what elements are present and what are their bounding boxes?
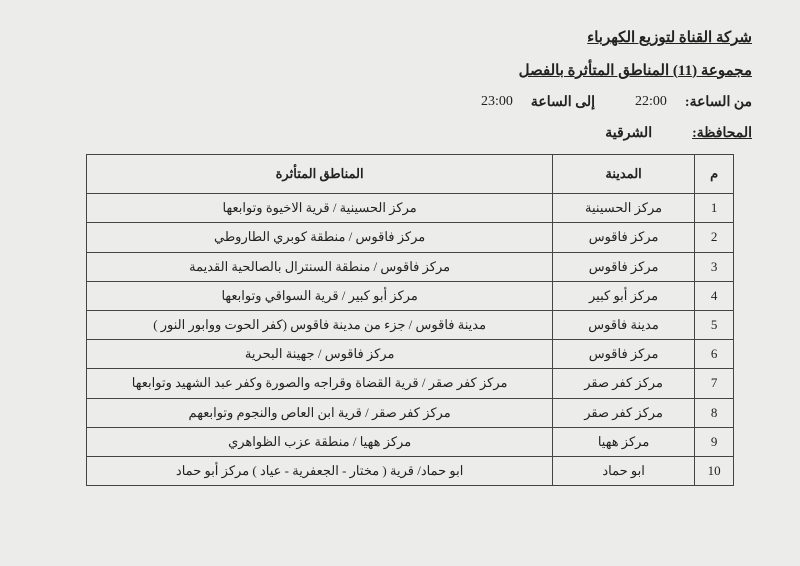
time-row: من الساعة: 22:00 إلى الساعة 23:00 bbox=[48, 94, 752, 111]
table-row: 2مركز فاقوسمركز فاقوس / منطقة كوبري الطا… bbox=[87, 223, 734, 252]
cell-city: مدينة فاقوس bbox=[552, 310, 694, 339]
company-name: شركة القناة لتوزيع الكهرباء bbox=[48, 28, 752, 47]
from-label: من الساعة: bbox=[685, 94, 752, 111]
table-row: 3مركز فاقوسمركز فاقوس / منطقة السنترال ب… bbox=[87, 252, 734, 281]
table-row: 4مركز أبو كبيرمركز أبو كبير / قرية السوا… bbox=[87, 281, 734, 310]
table-row: 1مركز الحسينيةمركز الحسينية / قرية الاخي… bbox=[87, 194, 734, 223]
cell-index: 1 bbox=[695, 194, 734, 223]
cell-city: مركز ههيا bbox=[552, 427, 694, 456]
cell-areas: مركز فاقوس / جهينة البحرية bbox=[87, 340, 553, 369]
cell-areas: مركز كفر صقر / قرية ابن العاص والنجوم وت… bbox=[87, 398, 553, 427]
cell-areas: مركز فاقوس / منطقة كوبري الطاروطي bbox=[87, 223, 553, 252]
header-city: المدينة bbox=[552, 155, 694, 194]
cell-city: مركز كفر صقر bbox=[552, 398, 694, 427]
cell-areas: مركز فاقوس / منطقة السنترال بالصالحية ال… bbox=[87, 252, 553, 281]
cell-index: 9 bbox=[695, 427, 734, 456]
header-areas: المناطق المتأثرة bbox=[87, 155, 553, 194]
header-index: م bbox=[695, 155, 734, 194]
time-to: إلى الساعة 23:00 bbox=[481, 94, 595, 111]
cell-city: مركز فاقوس bbox=[552, 340, 694, 369]
cell-areas: مركز الحسينية / قرية الاخيوة وتوابعها bbox=[87, 194, 553, 223]
cell-index: 5 bbox=[695, 310, 734, 339]
cell-areas: مدينة فاقوس / جزء من مدينة فاقوس (كفر ال… bbox=[87, 310, 553, 339]
table-row: 7مركز كفر صقرمركز كفر صقر / قرية القضاة … bbox=[87, 369, 734, 398]
cell-city: مركز فاقوس bbox=[552, 252, 694, 281]
cell-areas: مركز ههيا / منطقة عزب الظواهري bbox=[87, 427, 553, 456]
governorate-row: المحافظة: الشرقية bbox=[48, 125, 752, 142]
cell-index: 10 bbox=[695, 456, 734, 485]
cell-index: 3 bbox=[695, 252, 734, 281]
cell-city: ابو حماد bbox=[552, 456, 694, 485]
cell-city: مركز أبو كبير bbox=[552, 281, 694, 310]
cell-city: مركز كفر صقر bbox=[552, 369, 694, 398]
cell-index: 6 bbox=[695, 340, 734, 369]
from-value: 22:00 bbox=[635, 94, 667, 111]
to-label: إلى الساعة bbox=[531, 94, 595, 111]
table-row: 9مركز ههيامركز ههيا / منطقة عزب الظواهري bbox=[87, 427, 734, 456]
cell-city: مركز الحسينية bbox=[552, 194, 694, 223]
cell-index: 7 bbox=[695, 369, 734, 398]
cell-areas: مركز كفر صقر / قرية القضاة وقراجه والصور… bbox=[87, 369, 553, 398]
cell-areas: مركز أبو كبير / قرية السواقي وتوابعها bbox=[87, 281, 553, 310]
table-row: 10ابو حمادابو حماد/ قرية ( مختار - الجعف… bbox=[87, 456, 734, 485]
to-value: 23:00 bbox=[481, 94, 513, 111]
time-from: من الساعة: 22:00 bbox=[635, 94, 752, 111]
cell-index: 8 bbox=[695, 398, 734, 427]
cell-index: 2 bbox=[695, 223, 734, 252]
governorate-value: الشرقية bbox=[605, 125, 652, 142]
table-row: 8مركز كفر صقرمركز كفر صقر / قرية ابن الع… bbox=[87, 398, 734, 427]
cell-index: 4 bbox=[695, 281, 734, 310]
affected-areas-table: م المدينة المناطق المتأثرة 1مركز الحسيني… bbox=[86, 154, 734, 486]
group-title: مجموعة (11) المناطق المتأثرة بالفصل bbox=[48, 61, 752, 80]
table-row: 5مدينة فاقوسمدينة فاقوس / جزء من مدينة ف… bbox=[87, 310, 734, 339]
table-row: 6مركز فاقوسمركز فاقوس / جهينة البحرية bbox=[87, 340, 734, 369]
table-header-row: م المدينة المناطق المتأثرة bbox=[87, 155, 734, 194]
cell-city: مركز فاقوس bbox=[552, 223, 694, 252]
cell-areas: ابو حماد/ قرية ( مختار - الجعفرية - عياد… bbox=[87, 456, 553, 485]
governorate-label: المحافظة: bbox=[692, 125, 752, 142]
